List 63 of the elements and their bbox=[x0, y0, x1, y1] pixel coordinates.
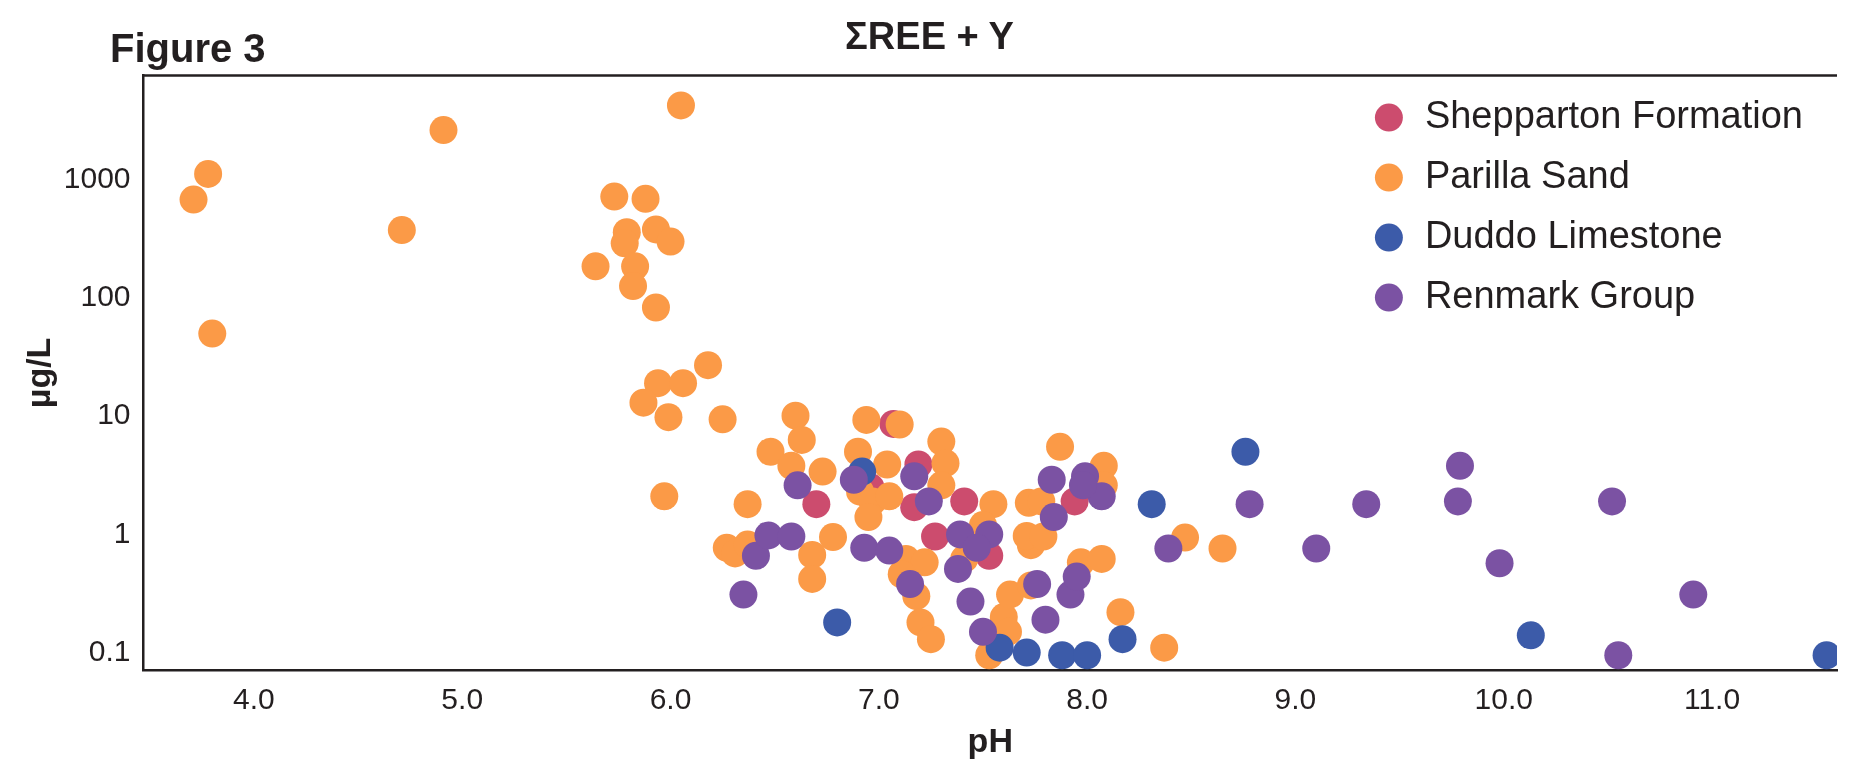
point bbox=[802, 490, 831, 519]
legend-label: Duddo Limestone bbox=[1424, 214, 1723, 257]
point bbox=[741, 541, 770, 570]
point bbox=[729, 580, 758, 609]
point bbox=[839, 465, 868, 494]
point bbox=[950, 487, 979, 516]
chart-title: ΣREE + Y bbox=[845, 15, 1014, 58]
y-tick-label: 1000 bbox=[63, 161, 131, 194]
x-tick-label: 4.0 bbox=[233, 682, 275, 716]
point bbox=[1445, 451, 1474, 480]
legend-label: Parilla Sand bbox=[1424, 154, 1630, 197]
point bbox=[985, 633, 1014, 662]
point bbox=[896, 570, 925, 599]
y-tick-label: 0.1 bbox=[88, 633, 131, 667]
point bbox=[1485, 549, 1514, 578]
point bbox=[956, 587, 985, 616]
point bbox=[1108, 625, 1137, 654]
point bbox=[1023, 570, 1052, 599]
x-tick-label: 11.0 bbox=[1683, 682, 1741, 716]
point bbox=[1679, 580, 1708, 609]
point bbox=[754, 521, 783, 550]
legend-label: Shepparton Formation bbox=[1424, 94, 1803, 137]
y-axis-title: µg/L bbox=[18, 337, 57, 409]
point bbox=[1352, 490, 1381, 519]
point bbox=[783, 471, 812, 500]
point bbox=[1062, 562, 1091, 591]
point bbox=[1037, 465, 1066, 494]
x-tick-label: 5.0 bbox=[441, 682, 484, 716]
point bbox=[823, 608, 852, 637]
point bbox=[1302, 534, 1331, 563]
point bbox=[1154, 534, 1183, 563]
point bbox=[1039, 503, 1068, 532]
x-tick-label: 10.0 bbox=[1474, 682, 1533, 716]
y-tick-label: 1 bbox=[113, 515, 131, 549]
point bbox=[1048, 641, 1077, 670]
point bbox=[1516, 621, 1545, 650]
x-tick-label: 8.0 bbox=[1066, 682, 1108, 716]
point bbox=[1137, 490, 1166, 519]
point bbox=[968, 617, 997, 646]
legend-label: Renmark Group bbox=[1424, 274, 1696, 317]
point bbox=[850, 533, 879, 562]
point bbox=[921, 522, 950, 551]
x-tick-label: 9.0 bbox=[1274, 682, 1317, 716]
point bbox=[1235, 490, 1264, 519]
caption: Figure 3 bbox=[110, 26, 266, 70]
point bbox=[1604, 641, 1633, 670]
point bbox=[914, 487, 943, 516]
x-tick-label: 6.0 bbox=[649, 682, 692, 716]
x-axis-title: pH bbox=[967, 720, 1013, 759]
point bbox=[1073, 641, 1102, 670]
point bbox=[943, 554, 972, 583]
point bbox=[900, 462, 929, 491]
point bbox=[962, 533, 991, 562]
y-tick-label: 100 bbox=[80, 279, 131, 313]
point bbox=[777, 522, 806, 551]
x-tick-label: 7.0 bbox=[857, 682, 900, 716]
point bbox=[1598, 487, 1627, 516]
point bbox=[1031, 605, 1060, 634]
point bbox=[875, 536, 904, 565]
point bbox=[1443, 487, 1472, 516]
point bbox=[1231, 437, 1260, 466]
point bbox=[1012, 638, 1041, 667]
y-tick-label: 10 bbox=[97, 397, 131, 431]
